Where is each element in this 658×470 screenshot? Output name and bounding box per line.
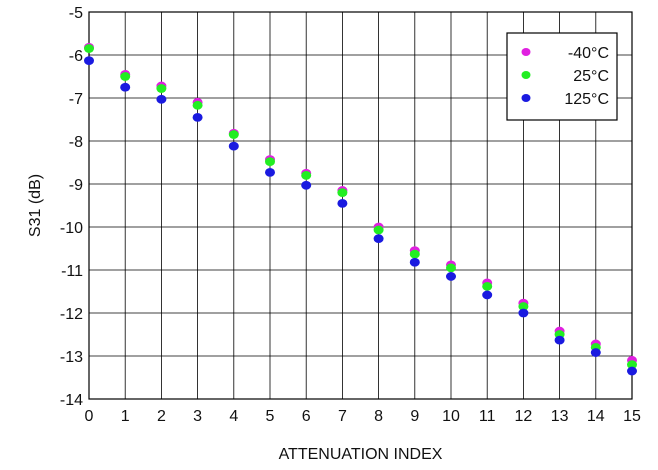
data-point [337, 188, 348, 198]
data-point [156, 94, 167, 104]
y-axis-title: S31 (dB) [27, 174, 44, 237]
data-point [409, 249, 420, 259]
x-axis-ticks: 0 1 2 3 4 5 6 7 8 9 10 11 12 13 14 15 [85, 408, 641, 425]
data-points [84, 42, 637, 376]
data-point [446, 272, 456, 281]
data-point [373, 234, 384, 244]
y-tick-label: -14 [60, 392, 83, 409]
legend: -40°C 25°C 125°C [506, 32, 618, 121]
y-tick-label: -11 [61, 263, 83, 280]
data-point [482, 281, 493, 291]
data-point [518, 308, 529, 318]
x-tick-label: 0 [85, 408, 94, 425]
data-point [627, 360, 637, 369]
data-point [409, 257, 420, 267]
data-point [156, 84, 167, 93]
x-tick-label: 9 [410, 408, 419, 425]
data-point [120, 72, 131, 81]
y-tick-label: -9 [69, 177, 83, 194]
x-tick-label: 2 [157, 408, 166, 425]
y-axis-ticks: -5 -6 -7 -8 -9 -10 -11 -12 -13 -14 [60, 5, 83, 409]
series-2 [84, 56, 637, 376]
legend-marker [521, 48, 531, 56]
data-point [301, 171, 312, 180]
legend-label: -40°C [568, 45, 609, 62]
y-tick-label: -13 [60, 349, 83, 366]
data-point [120, 82, 131, 92]
data-point [265, 157, 275, 167]
x-tick-label: 1 [121, 408, 130, 425]
data-point [337, 198, 348, 208]
y-tick-label: -7 [69, 91, 83, 108]
x-tick-label: 8 [374, 408, 383, 425]
x-tick-label: 10 [442, 408, 460, 425]
legend-marker [521, 94, 531, 102]
x-tick-label: 4 [229, 408, 238, 425]
legend-label: 125°C [564, 91, 609, 108]
x-tick-label: 3 [193, 408, 202, 425]
x-axis-title: ATTENUATION INDEX [279, 446, 443, 463]
x-tick-label: 14 [587, 408, 605, 425]
data-point [228, 130, 239, 139]
plot-frame [88, 11, 633, 400]
data-point [590, 348, 601, 357]
x-tick-label: 12 [515, 408, 533, 425]
y-tick-label: -8 [69, 134, 83, 151]
x-tick-label: 5 [266, 408, 275, 425]
data-point [84, 56, 94, 65]
legend-marker [521, 71, 531, 79]
data-point [192, 112, 203, 122]
data-point [192, 100, 203, 110]
y-tick-label: -10 [60, 220, 83, 237]
data-point [446, 263, 456, 273]
y-tick-label: -5 [69, 5, 83, 22]
data-point [228, 141, 239, 151]
data-point [518, 302, 529, 311]
x-tick-label: 7 [338, 408, 347, 425]
x-tick-label: 6 [302, 408, 311, 425]
x-tick-label: 11 [479, 408, 496, 425]
legend-label: 25°C [573, 68, 609, 85]
data-point [84, 44, 94, 53]
y-tick-label: -6 [69, 48, 83, 65]
y-tick-label: -12 [60, 306, 83, 323]
data-point [482, 290, 493, 300]
x-tick-label: 15 [623, 408, 641, 425]
x-tick-label: 13 [551, 408, 569, 425]
data-point [373, 225, 384, 235]
data-point [554, 335, 565, 345]
data-point [627, 366, 637, 376]
data-point [265, 167, 275, 177]
data-point [301, 180, 312, 190]
